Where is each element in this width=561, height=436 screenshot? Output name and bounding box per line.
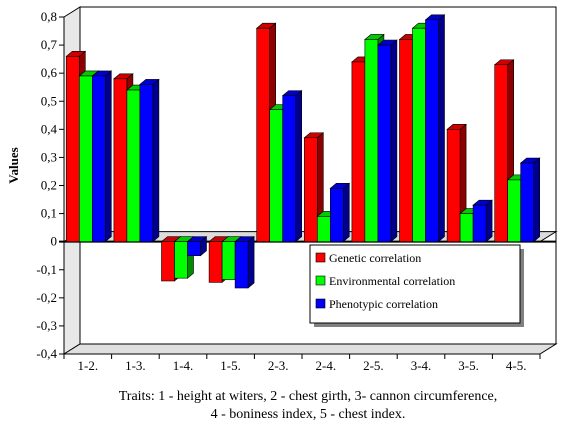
legend-label: Phenotypic correlation: [329, 297, 438, 311]
bar: [126, 89, 141, 242]
bar: [234, 241, 249, 289]
legend-label: Genetic correlation: [329, 251, 421, 265]
y-axis-label: Values: [6, 147, 21, 183]
bar: [174, 241, 188, 279]
bar: [399, 39, 413, 242]
y-tick-label: -0,1: [36, 262, 57, 277]
category-label: 2-4.: [316, 358, 337, 373]
floor: [62, 343, 558, 355]
x-axis-caption-line-2: 4 - boniness index, 5 - chest index.: [211, 407, 406, 422]
bar: [66, 56, 80, 242]
bar: [329, 188, 344, 242]
bar: [446, 129, 461, 242]
bar-side: [105, 70, 112, 243]
bar: [412, 27, 426, 242]
bar: [161, 241, 175, 282]
bar: [507, 179, 522, 242]
bar: [316, 216, 331, 242]
bar: [425, 19, 439, 242]
legend: Genetic correlation Environmental correla…: [309, 244, 524, 327]
y-tick-label: 0: [51, 234, 58, 249]
y-tick-label: 0,3: [41, 149, 57, 164]
legend-swatch: [315, 275, 326, 286]
category-label: 2-3.: [268, 358, 289, 373]
category-label: 1-5.: [220, 358, 241, 373]
bar: [187, 241, 201, 257]
bar: [282, 95, 297, 242]
text-layer: Values Traits: 1 - height at witers, 2 -…: [6, 147, 497, 422]
bar-side: [485, 199, 493, 243]
bar-side: [438, 14, 445, 243]
bar: [92, 75, 106, 242]
y-tick-label: 0,6: [41, 65, 58, 80]
bar: [494, 64, 509, 242]
bar: [520, 162, 535, 242]
bar: [351, 61, 366, 242]
bar: [269, 109, 284, 242]
y-tick-label: 0,8: [41, 9, 57, 24]
legend-box: [309, 244, 521, 324]
bar: [139, 84, 154, 242]
y-tick-label: 0,1: [41, 206, 57, 221]
bar: [303, 137, 318, 242]
category-label: 1-2.: [78, 358, 99, 373]
x-axis-caption-line-1: Traits: 1 - height at witers, 2 - chest …: [119, 389, 498, 404]
y-tick-label: -0,3: [36, 318, 57, 333]
y-tick-label: -0,4: [36, 346, 57, 361]
y-tick-label: 0,4: [41, 121, 58, 136]
bar-side: [295, 89, 303, 243]
bar-side: [152, 78, 160, 243]
bar-side: [533, 157, 541, 243]
category-label: 4-5.: [506, 358, 527, 373]
bar: [256, 27, 271, 242]
bar: [377, 44, 392, 242]
bars-layer: [65, 14, 541, 289]
bar-side: [390, 39, 398, 243]
y-tick-label: 0,2: [41, 178, 57, 193]
bar: [472, 204, 487, 242]
bar: [113, 78, 128, 242]
y-tick-label: 0,5: [41, 93, 57, 108]
category-label: 2-5.: [363, 358, 384, 373]
category-label: 3-5.: [458, 358, 479, 373]
y-tick-label: 0,7: [41, 37, 58, 52]
bar: [79, 75, 93, 242]
bar-side: [342, 182, 350, 243]
bar: [208, 241, 223, 283]
bar-side: [247, 236, 255, 289]
legend-label: Environmental correlation: [329, 274, 455, 288]
category-label: 1-3.: [125, 358, 146, 373]
legend-swatch: [315, 252, 326, 263]
bar: [459, 213, 474, 242]
bar: [364, 39, 379, 242]
y-tick-label: -0,2: [36, 290, 57, 305]
category-label: 3-4.: [411, 358, 432, 373]
bar: [221, 241, 236, 280]
legend-swatch: [315, 298, 326, 309]
category-label: 1-4.: [173, 358, 194, 373]
